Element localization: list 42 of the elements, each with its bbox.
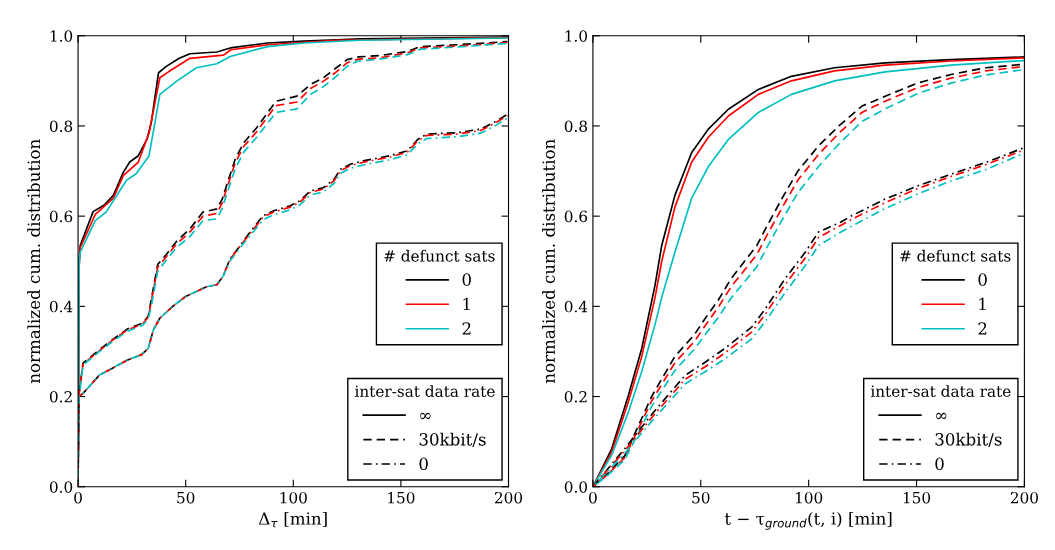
x-tick-label: 150: [903, 491, 931, 504]
y-tick-label: 0.2: [49, 391, 72, 403]
annotation: ∞: [420, 412, 431, 420]
y-tick-label: 0.4: [49, 300, 73, 313]
x-axis-title: Δ$_{τ}$ [min]: [258, 511, 327, 528]
y-axis-title: normalized cum. distribution: [542, 139, 555, 384]
annotation: # defunct sats: [900, 249, 1011, 262]
annotation: inter-sat data rate: [355, 385, 495, 397]
y-tick-label: 1.0: [50, 30, 73, 42]
x-tick-label: 200: [494, 491, 523, 504]
annotation: 1: [979, 297, 986, 311]
annotation: 2: [978, 322, 987, 335]
y-axis-title: normalized cum. distribution: [27, 139, 41, 384]
y-tick-label: 0.0: [49, 481, 73, 493]
x-tick-label: 0: [589, 491, 597, 504]
annotation: 0: [419, 457, 428, 471]
x-tick-label: 150: [388, 491, 415, 504]
x-axis-title: t − τ$_{ground}$(t, i) [min]: [724, 511, 892, 530]
annotation: 30kbit/s: [935, 432, 1002, 447]
x-tick-label: 200: [1010, 491, 1038, 504]
y-tick-label: 0.4: [564, 300, 588, 313]
annotation: 2: [462, 322, 471, 335]
annotation: 0: [462, 273, 471, 286]
y-tick-label: 0.6: [49, 210, 73, 223]
y-tick-label: 1.0: [565, 30, 588, 42]
annotation: 0: [978, 273, 987, 286]
y-tick-label: 0.6: [564, 210, 588, 223]
annotation: 30kbit/s: [419, 432, 486, 447]
x-tick-label: 50: [692, 491, 710, 504]
x-tick-label: 0: [74, 491, 82, 504]
y-tick-label: 0.8: [49, 120, 73, 132]
y-tick-label: 0.8: [564, 120, 588, 132]
annotation: 0: [935, 457, 944, 471]
y-tick-label: 0.2: [564, 391, 587, 403]
x-tick-label: 50: [177, 491, 195, 504]
y-tick-label: 0.0: [564, 481, 588, 493]
x-tick-label: 100: [795, 491, 823, 504]
x-tick-label: 100: [280, 491, 307, 504]
annotation: ∞: [936, 412, 947, 420]
annotation: # defunct sats: [384, 249, 495, 262]
annotation: 1: [463, 297, 470, 311]
annotation: inter-sat data rate: [870, 385, 1011, 397]
